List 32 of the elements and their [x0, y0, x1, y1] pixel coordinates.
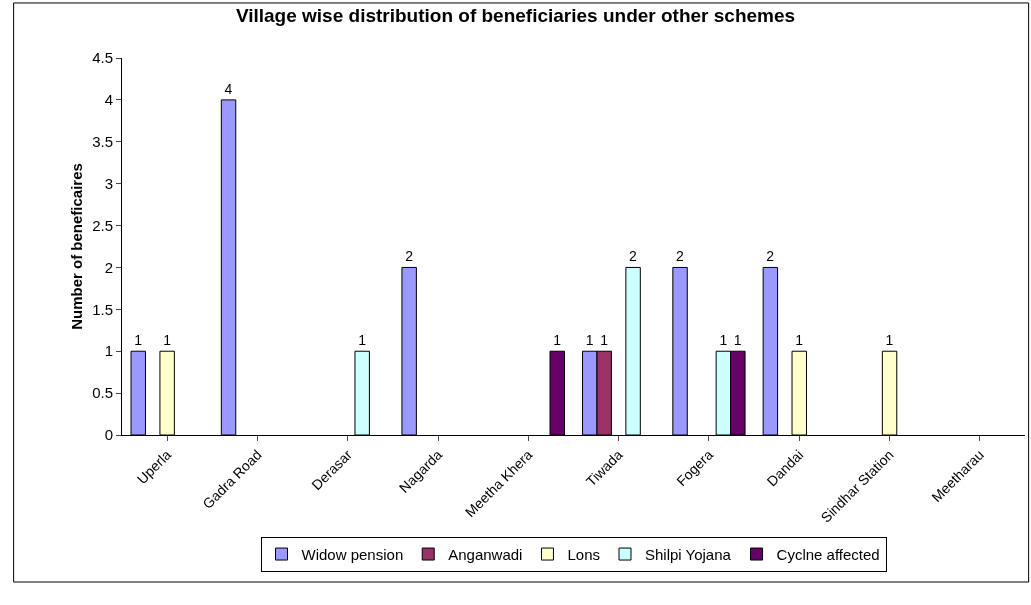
data-label: 4 [224, 80, 233, 97]
data-label: 2 [405, 248, 414, 265]
y-tick-label: 4.5 [92, 49, 113, 67]
y-tick-label: 0.5 [92, 384, 113, 402]
data-label: 1 [795, 332, 804, 349]
data-label: 1 [885, 332, 894, 349]
y-tick-label: 3.5 [92, 133, 113, 151]
y-tick-label: 3 [104, 174, 113, 192]
data-label: 2 [629, 248, 638, 265]
legend-label: Anganwadi [448, 545, 523, 563]
y-axis-title: Number of beneficaires [68, 163, 85, 330]
data-label: 1 [553, 332, 562, 349]
legend-label: Widow pension [301, 545, 404, 563]
y-tick-label: 4 [104, 91, 113, 109]
y-tick-label: 1.5 [92, 300, 113, 318]
y-tick-label: 2 [104, 258, 113, 276]
data-label: 1 [134, 332, 143, 349]
y-tick-label: 1 [104, 342, 113, 360]
data-label: 1 [600, 332, 609, 349]
chart-title: Village wise distribution of beneficiaries under other schemes [235, 5, 796, 27]
data-label: 1 [585, 332, 594, 349]
data-label: 1 [733, 332, 742, 349]
data-label: 2 [766, 248, 775, 265]
data-label: 1 [719, 332, 728, 349]
data-label: 1 [163, 332, 172, 349]
legend-label: Shilpi Yojana [644, 545, 732, 563]
legend-label: Cyclne affected [776, 545, 880, 563]
y-tick-label: 0 [104, 426, 113, 444]
data-label: 2 [676, 248, 685, 265]
legend-label: Lons [567, 545, 600, 563]
y-tick-label: 2.5 [92, 216, 113, 234]
data-label: 1 [358, 332, 367, 349]
